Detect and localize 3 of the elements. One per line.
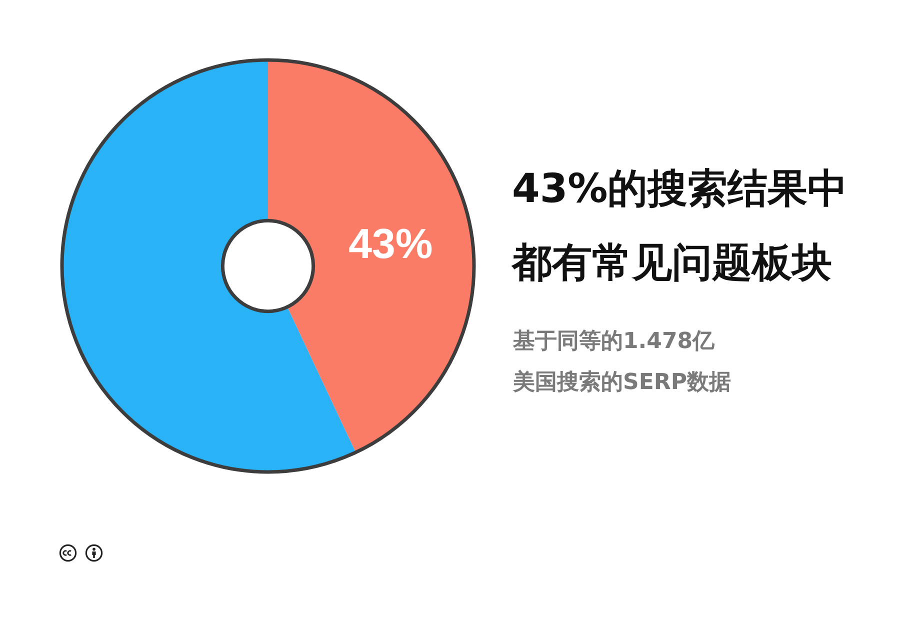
text: 基于同等的1.478亿美国搜索的SERP数据 [513,328,732,397]
data-label: 43% [348,220,433,268]
text: 43%的搜索结果中都有常见问题板块 [512,165,849,288]
